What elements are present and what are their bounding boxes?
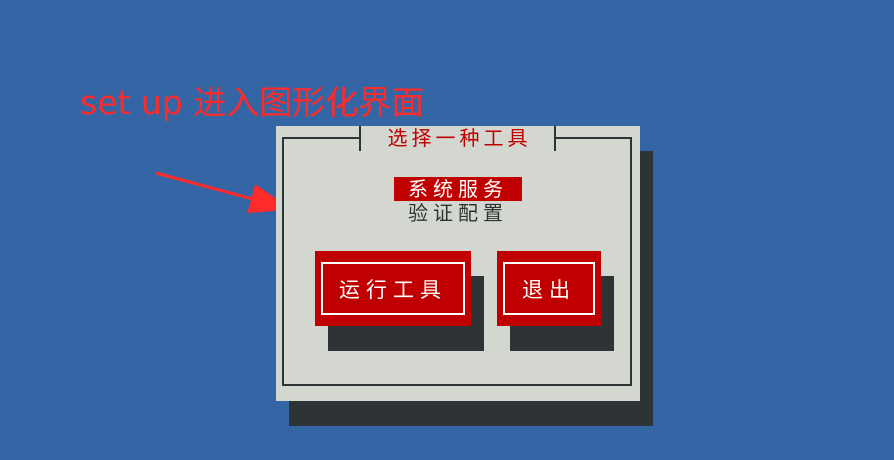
dialog-title: 选择一种工具 [387, 126, 532, 150]
tool-select-dialog: 选择一种工具 系统服务 验证配置 运行工具 退出 [276, 126, 640, 401]
exit-button[interactable]: 退出 [497, 251, 601, 326]
dialog-title-bar: 选择一种工具 [359, 126, 556, 151]
exit-button-label: 退出 [503, 262, 595, 315]
menu-item-auth-config[interactable]: 验证配置 [408, 201, 508, 225]
run-tool-button-label: 运行工具 [321, 262, 465, 315]
run-tool-button[interactable]: 运行工具 [315, 251, 471, 326]
menu-item-system-services[interactable]: 系统服务 [394, 177, 522, 201]
annotation-text: set up 进入图形化界面 [80, 83, 425, 122]
